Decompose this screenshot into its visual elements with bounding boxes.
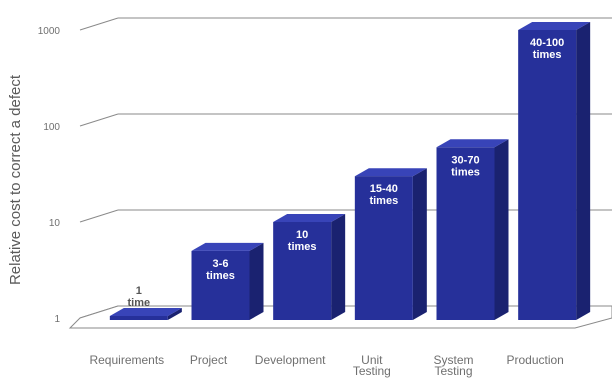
bar-top [436,139,509,148]
x-category-label: Production [506,353,563,367]
bar-data-label: times [369,195,398,207]
x-category-label: Unit [361,353,383,367]
bar-data-label: 3-6 [213,258,229,270]
bar-data-label: 10 [296,229,308,241]
y-tick-label: 1000 [38,26,61,37]
bar-data-label: times [533,49,562,61]
x-category-label: Development [255,353,326,367]
bar-front [436,147,495,320]
x-category-label: Testing [353,364,391,378]
bar-top [109,308,182,316]
bar-front [354,176,413,320]
bar-side [331,214,346,320]
x-category-label: Requirements [89,353,164,367]
gridline-slant [79,113,119,127]
x-category-label: System [433,353,473,367]
bar-data-label: 40-100 [530,37,564,49]
y-tick-label: 100 [43,122,60,133]
bar-top [191,242,264,251]
bar-data-label: 15-40 [370,183,398,195]
bar-side [249,242,264,320]
bar-data-label: time [128,297,151,309]
bar-top [518,22,591,30]
bar-top [354,168,427,177]
bar-side [576,22,591,320]
gridline-slant [79,17,119,31]
bar-front [109,316,168,320]
y-tick-label: 1 [54,314,60,325]
x-axis-categories: Requirements Project Development UnitTestin… [89,353,563,378]
x-category-label: Testing [434,364,472,378]
bar-side [167,308,182,320]
bar-data-label: 1 [136,285,142,297]
bar-data-label: 30-70 [451,154,479,166]
bar-side [412,168,427,320]
bars: 1time3-6times10times15-40times30-70times… [109,22,591,320]
bar-top [273,214,346,222]
bar-front [518,30,577,320]
y-axis-label: Relative cost to correct a defect [7,74,24,285]
y-axis-ticks: 1 10 100 1000 [38,26,61,325]
gridline-slant [79,209,119,223]
bar-data-label: times [288,241,317,253]
bar-front [273,222,332,320]
x-category-label: Project [190,353,228,367]
y-tick-label: 10 [49,218,61,229]
bar-data-label: times [206,270,235,282]
bar-front [191,250,250,320]
bar-data-label: times [451,166,480,178]
bar-side [494,139,509,320]
